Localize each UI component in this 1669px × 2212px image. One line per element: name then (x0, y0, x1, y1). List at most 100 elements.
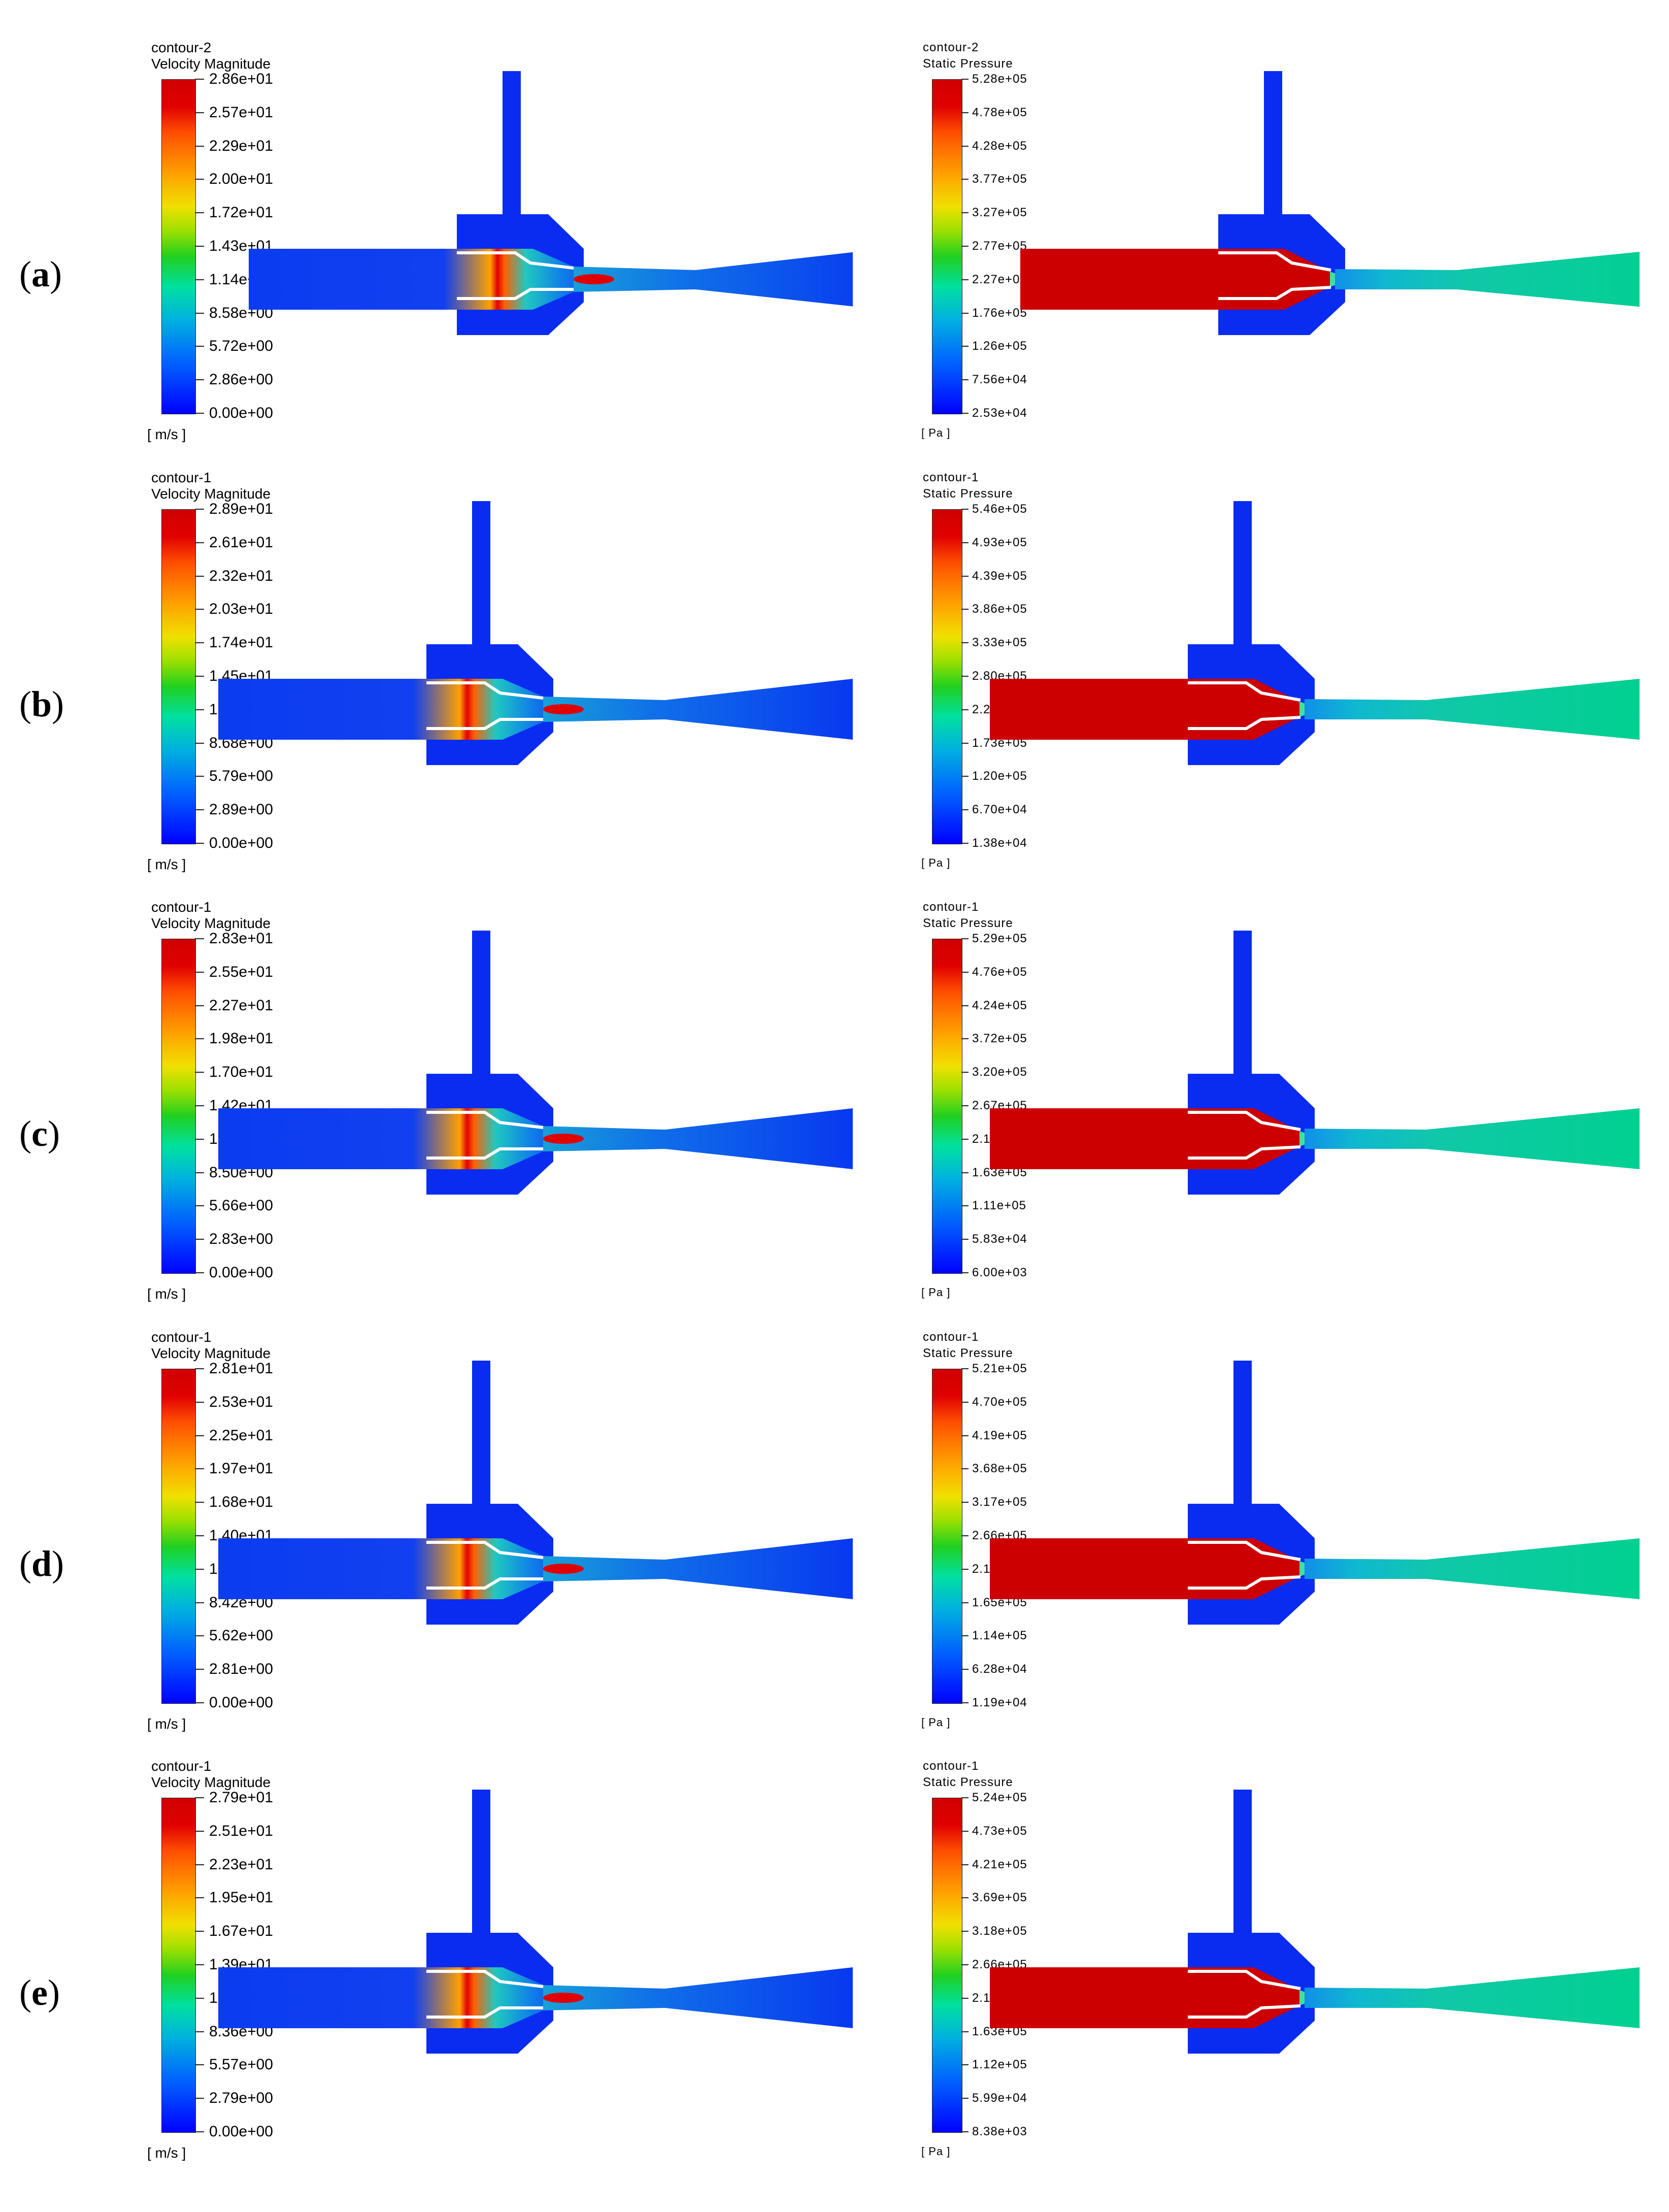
colorbar-tick-label: 2.86e+01 (209, 71, 273, 87)
velocity-contour-panel: contour-1 Velocity Magnitude 2.79e+01 2.51e… (0, 1754, 853, 2186)
geometry-area (218, 1754, 853, 2140)
diffuser (1305, 679, 1640, 740)
contour-name: contour-1 (923, 900, 979, 914)
colorbar-tick-label: 2.51e+01 (209, 1822, 273, 1839)
colorbar-tick-label: 3.86e+05 (972, 602, 1027, 616)
nozzle-wall-lower (1218, 286, 1331, 300)
colorbar-unit: [ m/s ] (147, 1286, 186, 1302)
colorbar-tick-mark (961, 1797, 969, 1798)
colorbar-tick-label: 2.55e+01 (209, 963, 273, 980)
figure-row: (b) contour-1 Velocity Magnitude 2.89e+01 2.… (0, 466, 1669, 897)
colorbar-tick-mark (961, 742, 969, 744)
row-label: (e) (19, 1972, 60, 2013)
colorbar-tick-mark (961, 1568, 969, 1570)
colorbar-tick-label: 5.46e+05 (972, 502, 1027, 516)
contour-title: contour-1 Velocity Magnitude (151, 1758, 271, 1791)
colorbar-tick-mark (195, 2031, 204, 2032)
colorbar (932, 509, 962, 844)
colorbar-tick-mark (195, 1602, 204, 1603)
colorbar-tick-mark (961, 843, 969, 844)
colorbar-tick-mark (195, 1535, 204, 1536)
row-label: (b) (19, 684, 64, 724)
colorbar-tick-mark (195, 246, 204, 247)
colorbar-tick-label: 3.20e+05 (972, 1065, 1027, 1079)
colorbar-tick-label: 1.19e+04 (972, 1696, 1027, 1709)
diffuser (1305, 1108, 1640, 1169)
colorbar-tick-label: 4.24e+05 (972, 998, 1027, 1012)
velocity-peak (543, 1134, 584, 1144)
colorbar-tick-mark (195, 1897, 204, 1899)
colorbar-tick-mark (961, 1138, 969, 1140)
contour-title: contour-2 Static Pressure (923, 40, 1013, 72)
suction-inlet-pipe (1264, 71, 1282, 223)
colorbar-tick-mark (195, 2064, 204, 2066)
primary-nozzle-jet (218, 1538, 574, 1599)
colorbar-tick-label: 1.72e+01 (209, 204, 273, 221)
colorbar-tick-label: 5.66e+00 (209, 1197, 273, 1214)
colorbar-tick-mark (195, 1105, 204, 1106)
colorbar-tick-label: 5.62e+00 (209, 1627, 273, 1644)
suction-inlet-pipe (472, 1361, 490, 1513)
suction-inlet-pipe (503, 71, 521, 223)
colorbar-tick-mark (961, 1272, 969, 1273)
primary-nozzle-high-pressure (990, 1108, 1302, 1169)
nozzle-wall-upper (1188, 681, 1301, 702)
colorbar-tick-label: 4.70e+05 (972, 1395, 1027, 1409)
colorbar-tick-mark (195, 2131, 204, 2132)
colorbar-tick-mark (195, 938, 204, 939)
colorbar-tick-label: 0.00e+00 (209, 2123, 273, 2140)
colorbar-tick-label: 3.69e+05 (972, 1891, 1027, 1905)
figure-row: (e) contour-1 Velocity Magnitude 2.79e+01 2.… (0, 1754, 1669, 2186)
colorbar-tick-label: 2.77e+05 (972, 239, 1027, 253)
primary-nozzle-jet (249, 249, 604, 310)
nozzle-wall-lower (1188, 2004, 1301, 2019)
colorbar-tick-label: 1.14e+05 (972, 1629, 1027, 1643)
colorbar-tick-mark (195, 676, 204, 677)
colorbar-tick-mark (961, 676, 969, 677)
colorbar-tick-label: 5.29e+05 (972, 932, 1027, 945)
colorbar-tick-label: 3.68e+05 (972, 1462, 1027, 1476)
colorbar-tick-label: 0.00e+00 (209, 405, 273, 421)
colorbar-tick-label: 0.00e+00 (209, 835, 273, 851)
colorbar-tick-label: 2.23e+01 (209, 1856, 273, 1873)
colorbar-tick-label: 0.00e+00 (209, 1264, 273, 1281)
colorbar-tick-mark (195, 212, 204, 214)
colorbar-tick-label: 2.89e+00 (209, 801, 273, 818)
colorbar-tick-label: 1.74e+01 (209, 634, 273, 651)
nozzle-wall-upper (1188, 1541, 1301, 1561)
colorbar (932, 939, 962, 1274)
colorbar-tick-label: 1.97e+01 (209, 1460, 273, 1477)
nozzle-wall-upper (1188, 1111, 1301, 1131)
colorbar-tick-mark (961, 1038, 969, 1040)
velocity-contour-panel: contour-1 Velocity Magnitude 2.89e+01 2.61e… (0, 466, 853, 897)
colorbar-tick-mark (195, 1401, 204, 1403)
colorbar-tick-mark (195, 1797, 204, 1798)
pressure-contour-panel: contour-1 Static Pressure 5.29e+05 4.76e+05… (777, 895, 1640, 1327)
diffuser (543, 679, 853, 740)
suction-inlet-pipe (472, 1790, 490, 1942)
colorbar-tick-mark (195, 413, 204, 414)
colorbar-tick-mark (961, 1239, 969, 1240)
colorbar-tick-label: 2.57e+01 (209, 104, 273, 121)
primary-nozzle-high-pressure (990, 1538, 1302, 1599)
velocity-peak (543, 1993, 584, 2003)
geometry-area (990, 895, 1640, 1281)
colorbar-tick-mark (961, 1105, 969, 1106)
nozzle-wall-lower (1188, 1145, 1301, 1160)
contour-variable: Static Pressure (923, 487, 1013, 501)
colorbar (932, 1798, 962, 2133)
colorbar-tick-mark (961, 2031, 969, 2032)
contour-variable: Static Pressure (923, 916, 1013, 930)
colorbar-tick-mark (195, 809, 204, 811)
nozzle-wall-upper (1188, 1970, 1301, 1990)
pressure-contour-geometry (990, 1361, 1640, 1625)
colorbar-tick-mark (195, 79, 204, 80)
colorbar-tick-label: 5.99e+04 (972, 2091, 1027, 2105)
colorbar-tick-label: 1.67e+01 (209, 1923, 273, 1940)
primary-nozzle-high-pressure (990, 1967, 1302, 2028)
colorbar-tick-mark (195, 542, 204, 543)
colorbar-tick-mark (961, 1535, 969, 1536)
colorbar-tick-label: 2.27e+01 (209, 997, 273, 1014)
velocity-contour-geometry (218, 931, 853, 1195)
colorbar-unit: [ Pa ] (921, 1716, 951, 1729)
